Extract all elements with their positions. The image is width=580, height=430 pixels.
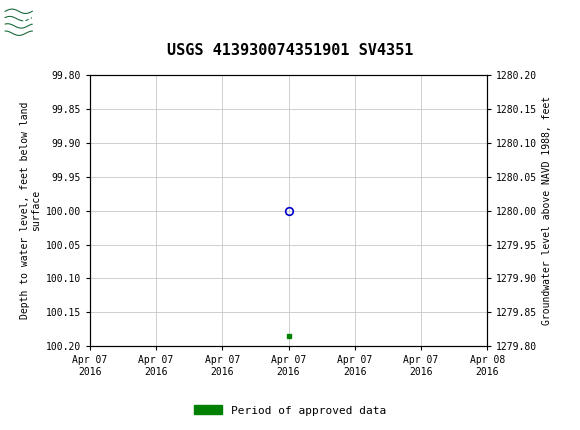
FancyBboxPatch shape xyxy=(3,3,61,37)
Y-axis label: Depth to water level, feet below land
surface: Depth to water level, feet below land su… xyxy=(20,102,41,319)
Text: USGS 413930074351901 SV4351: USGS 413930074351901 SV4351 xyxy=(167,43,413,58)
Text: ≋USGS: ≋USGS xyxy=(9,13,55,28)
Y-axis label: Groundwater level above NAVD 1988, feet: Groundwater level above NAVD 1988, feet xyxy=(542,96,552,325)
Legend: Period of approved data: Period of approved data xyxy=(190,401,390,420)
Text: USGS: USGS xyxy=(21,14,60,27)
Bar xyxy=(5,6,33,35)
